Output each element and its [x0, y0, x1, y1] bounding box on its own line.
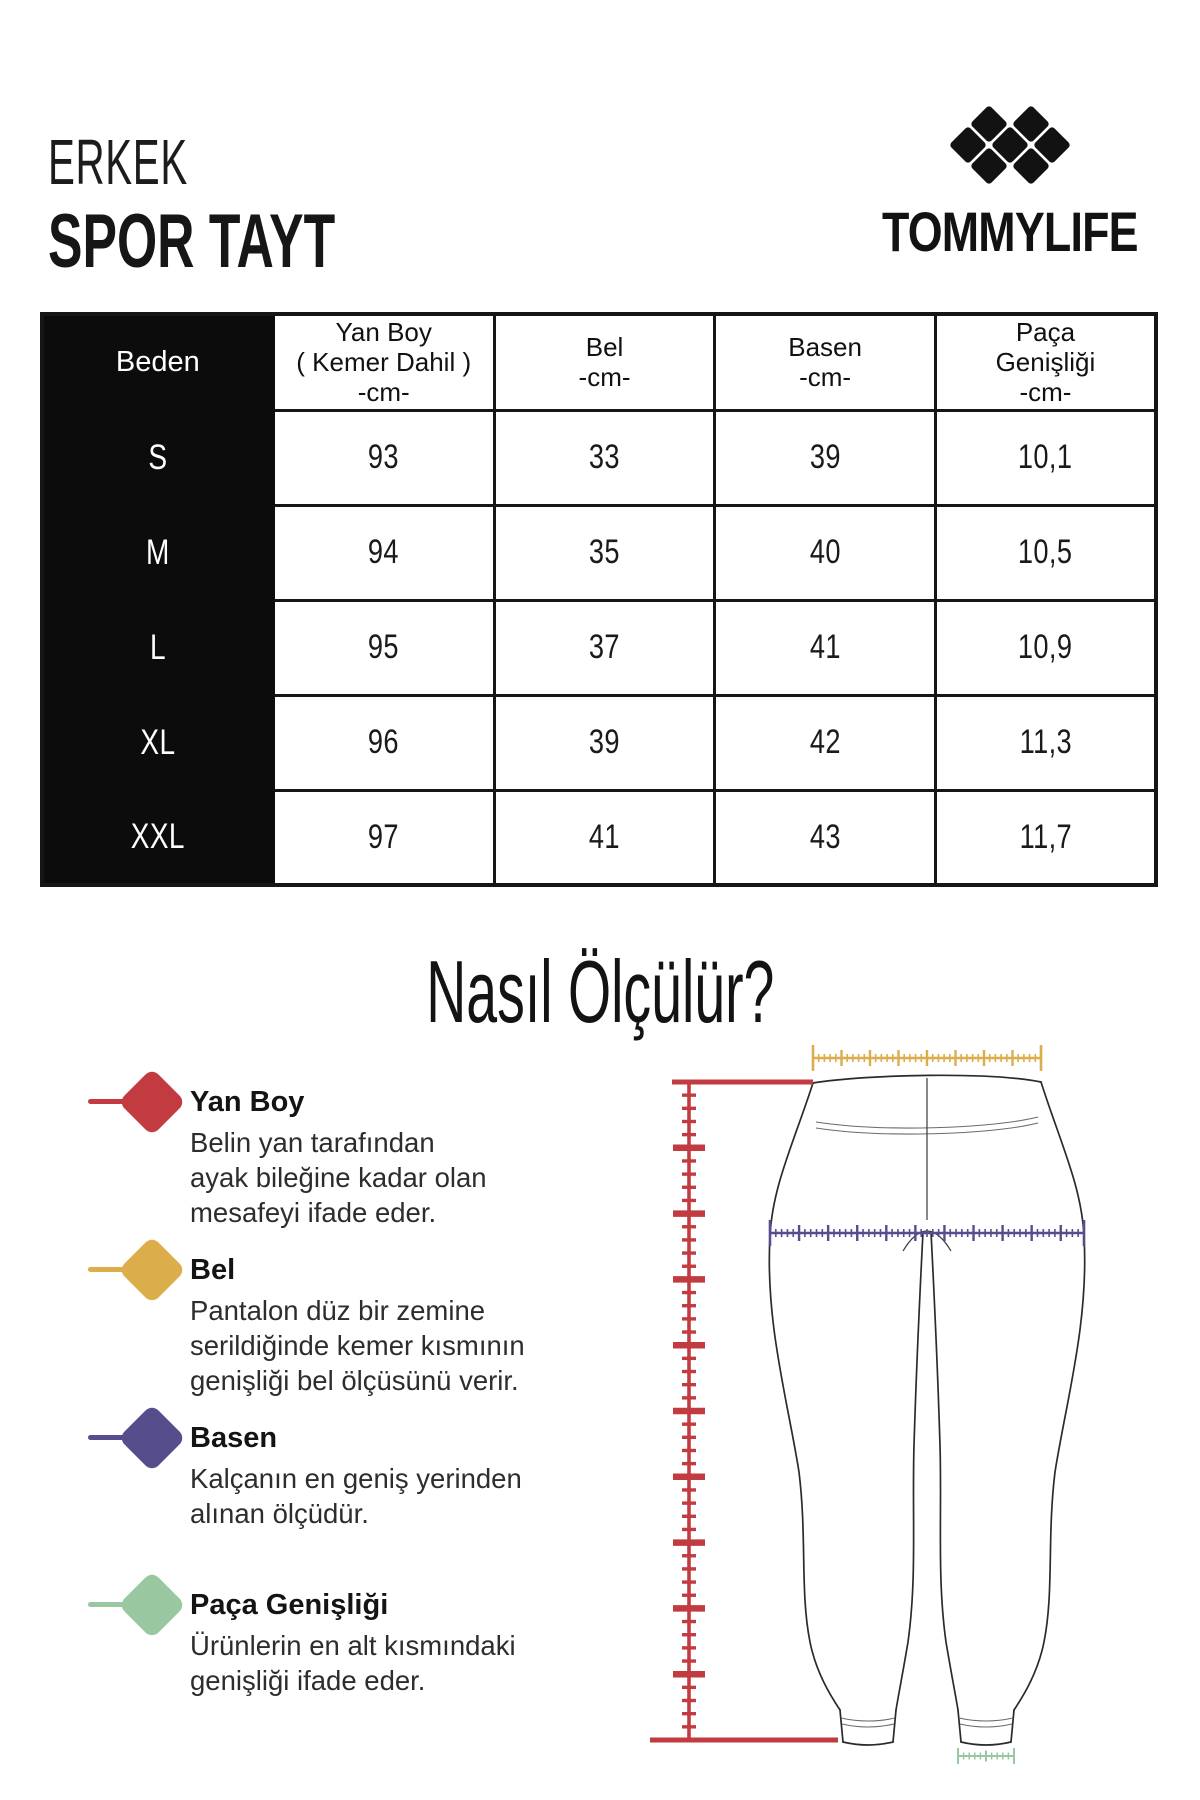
- column-header-basen: Basen -cm-: [713, 312, 937, 412]
- side-length-ruler: [650, 1079, 838, 1743]
- table-row: L 95 37 41 10,9: [40, 598, 1158, 697]
- value-cell: 95: [271, 598, 496, 697]
- hem-width-ruler: [957, 1748, 1015, 1764]
- basen-diamond-marker-icon: [88, 1404, 186, 1472]
- value-cell: 41: [713, 598, 937, 697]
- value-cell: 39: [713, 408, 937, 507]
- legend-label: Bel: [190, 1254, 236, 1286]
- column-header-bel: Bel -cm-: [492, 312, 717, 412]
- legend-item-paca-genisligi: Paça Genişliği Ürünlerin en alt kısmında…: [88, 1571, 568, 1698]
- legend-description: Kalçanın en geniş yerinden alınan ölçüdü…: [190, 1463, 522, 1529]
- column-header-paca-genisligi: Paça Genişliği -cm-: [933, 312, 1158, 412]
- paca-genisligi-diamond-marker-icon: [88, 1571, 186, 1639]
- size-cell: M: [40, 503, 275, 602]
- value-cell: 39: [492, 693, 717, 792]
- size-cell: L: [40, 598, 275, 697]
- leggings-measurement-diagram: [650, 1045, 1086, 1764]
- bel-diamond-marker-icon: [88, 1236, 186, 1304]
- value-cell: 41: [492, 788, 717, 887]
- legend-item-bel: Bel Pantalon düz bir zemine serildiğinde…: [88, 1236, 568, 1398]
- size-cell: XXL: [40, 788, 275, 887]
- legend-item-yan-boy: Yan Boy Belin yan tarafından ayak bileği…: [88, 1068, 568, 1230]
- legend-item-basen: Basen Kalçanın en geniş yerinden alınan …: [88, 1404, 568, 1531]
- waist-ruler: [811, 1045, 1043, 1071]
- size-table: Beden Yan Boy ( Kemer Dahil ) -cm- Bel -…: [40, 312, 1158, 887]
- table-row: S 93 33 39 10,1: [40, 408, 1158, 507]
- legend-label: Yan Boy: [190, 1086, 305, 1118]
- measurement-legend: Yan Boy Belin yan tarafından ayak bileği…: [88, 1068, 568, 1720]
- size-cell: S: [40, 408, 275, 507]
- value-cell: 37: [492, 598, 717, 697]
- legend-label: Paça Genişliği: [190, 1589, 389, 1621]
- value-cell: 10,1: [933, 408, 1158, 507]
- legend-description: Pantalon düz bir zemine serildiğinde kem…: [190, 1295, 525, 1396]
- value-cell: 33: [492, 408, 717, 507]
- brand-wordmark: TOMMYLIFE: [882, 200, 1139, 263]
- value-cell: 96: [271, 693, 496, 792]
- value-cell: 11,7: [933, 788, 1158, 887]
- leggings-outline: [768, 1074, 1086, 1746]
- legend-label: Basen: [190, 1422, 278, 1454]
- yan-boy-diamond-marker-icon: [88, 1068, 186, 1136]
- value-cell: 97: [271, 788, 496, 887]
- value-cell: 43: [713, 788, 937, 887]
- legend-description: Ürünlerin en alt kısmındaki genişliği if…: [190, 1630, 516, 1696]
- how-to-measure-title: Nasıl Ölçülür?: [425, 942, 775, 1041]
- table-header-row: Beden Yan Boy ( Kemer Dahil ) -cm- Bel -…: [40, 312, 1158, 412]
- table-row: XXL 97 41 43 11,7: [40, 788, 1158, 887]
- value-cell: 11,3: [933, 693, 1158, 792]
- brand-block: TOMMYLIFE: [850, 100, 1170, 260]
- brand-diamond-logo-icon: [950, 106, 1070, 184]
- product-header: ERKEK SPOR TAYT: [48, 130, 470, 280]
- value-cell: 10,9: [933, 598, 1158, 697]
- value-cell: 35: [492, 503, 717, 602]
- value-cell: 10,5: [933, 503, 1158, 602]
- size-table-wrap: Beden Yan Boy ( Kemer Dahil ) -cm- Bel -…: [40, 312, 1158, 887]
- product-name: SPOR TAYT: [48, 199, 336, 284]
- hip-ruler: [768, 1220, 1086, 1246]
- column-header-yan-boy: Yan Boy ( Kemer Dahil ) -cm-: [271, 312, 496, 412]
- product-category: ERKEK: [48, 126, 188, 198]
- legend-description: Belin yan tarafından ayak bileğine kadar…: [190, 1127, 487, 1228]
- column-header-beden: Beden: [40, 312, 275, 412]
- value-cell: 40: [713, 503, 937, 602]
- size-table-body: S 93 33 39 10,1 M 94 35 40 10,5 L 95 37 41 10,9 XL 96 39 4…: [40, 408, 1158, 887]
- table-row: XL 96 39 42 11,3: [40, 693, 1158, 792]
- value-cell: 42: [713, 693, 937, 792]
- value-cell: 93: [271, 408, 496, 507]
- value-cell: 94: [271, 503, 496, 602]
- table-row: M 94 35 40 10,5: [40, 503, 1158, 602]
- size-cell: XL: [40, 693, 275, 792]
